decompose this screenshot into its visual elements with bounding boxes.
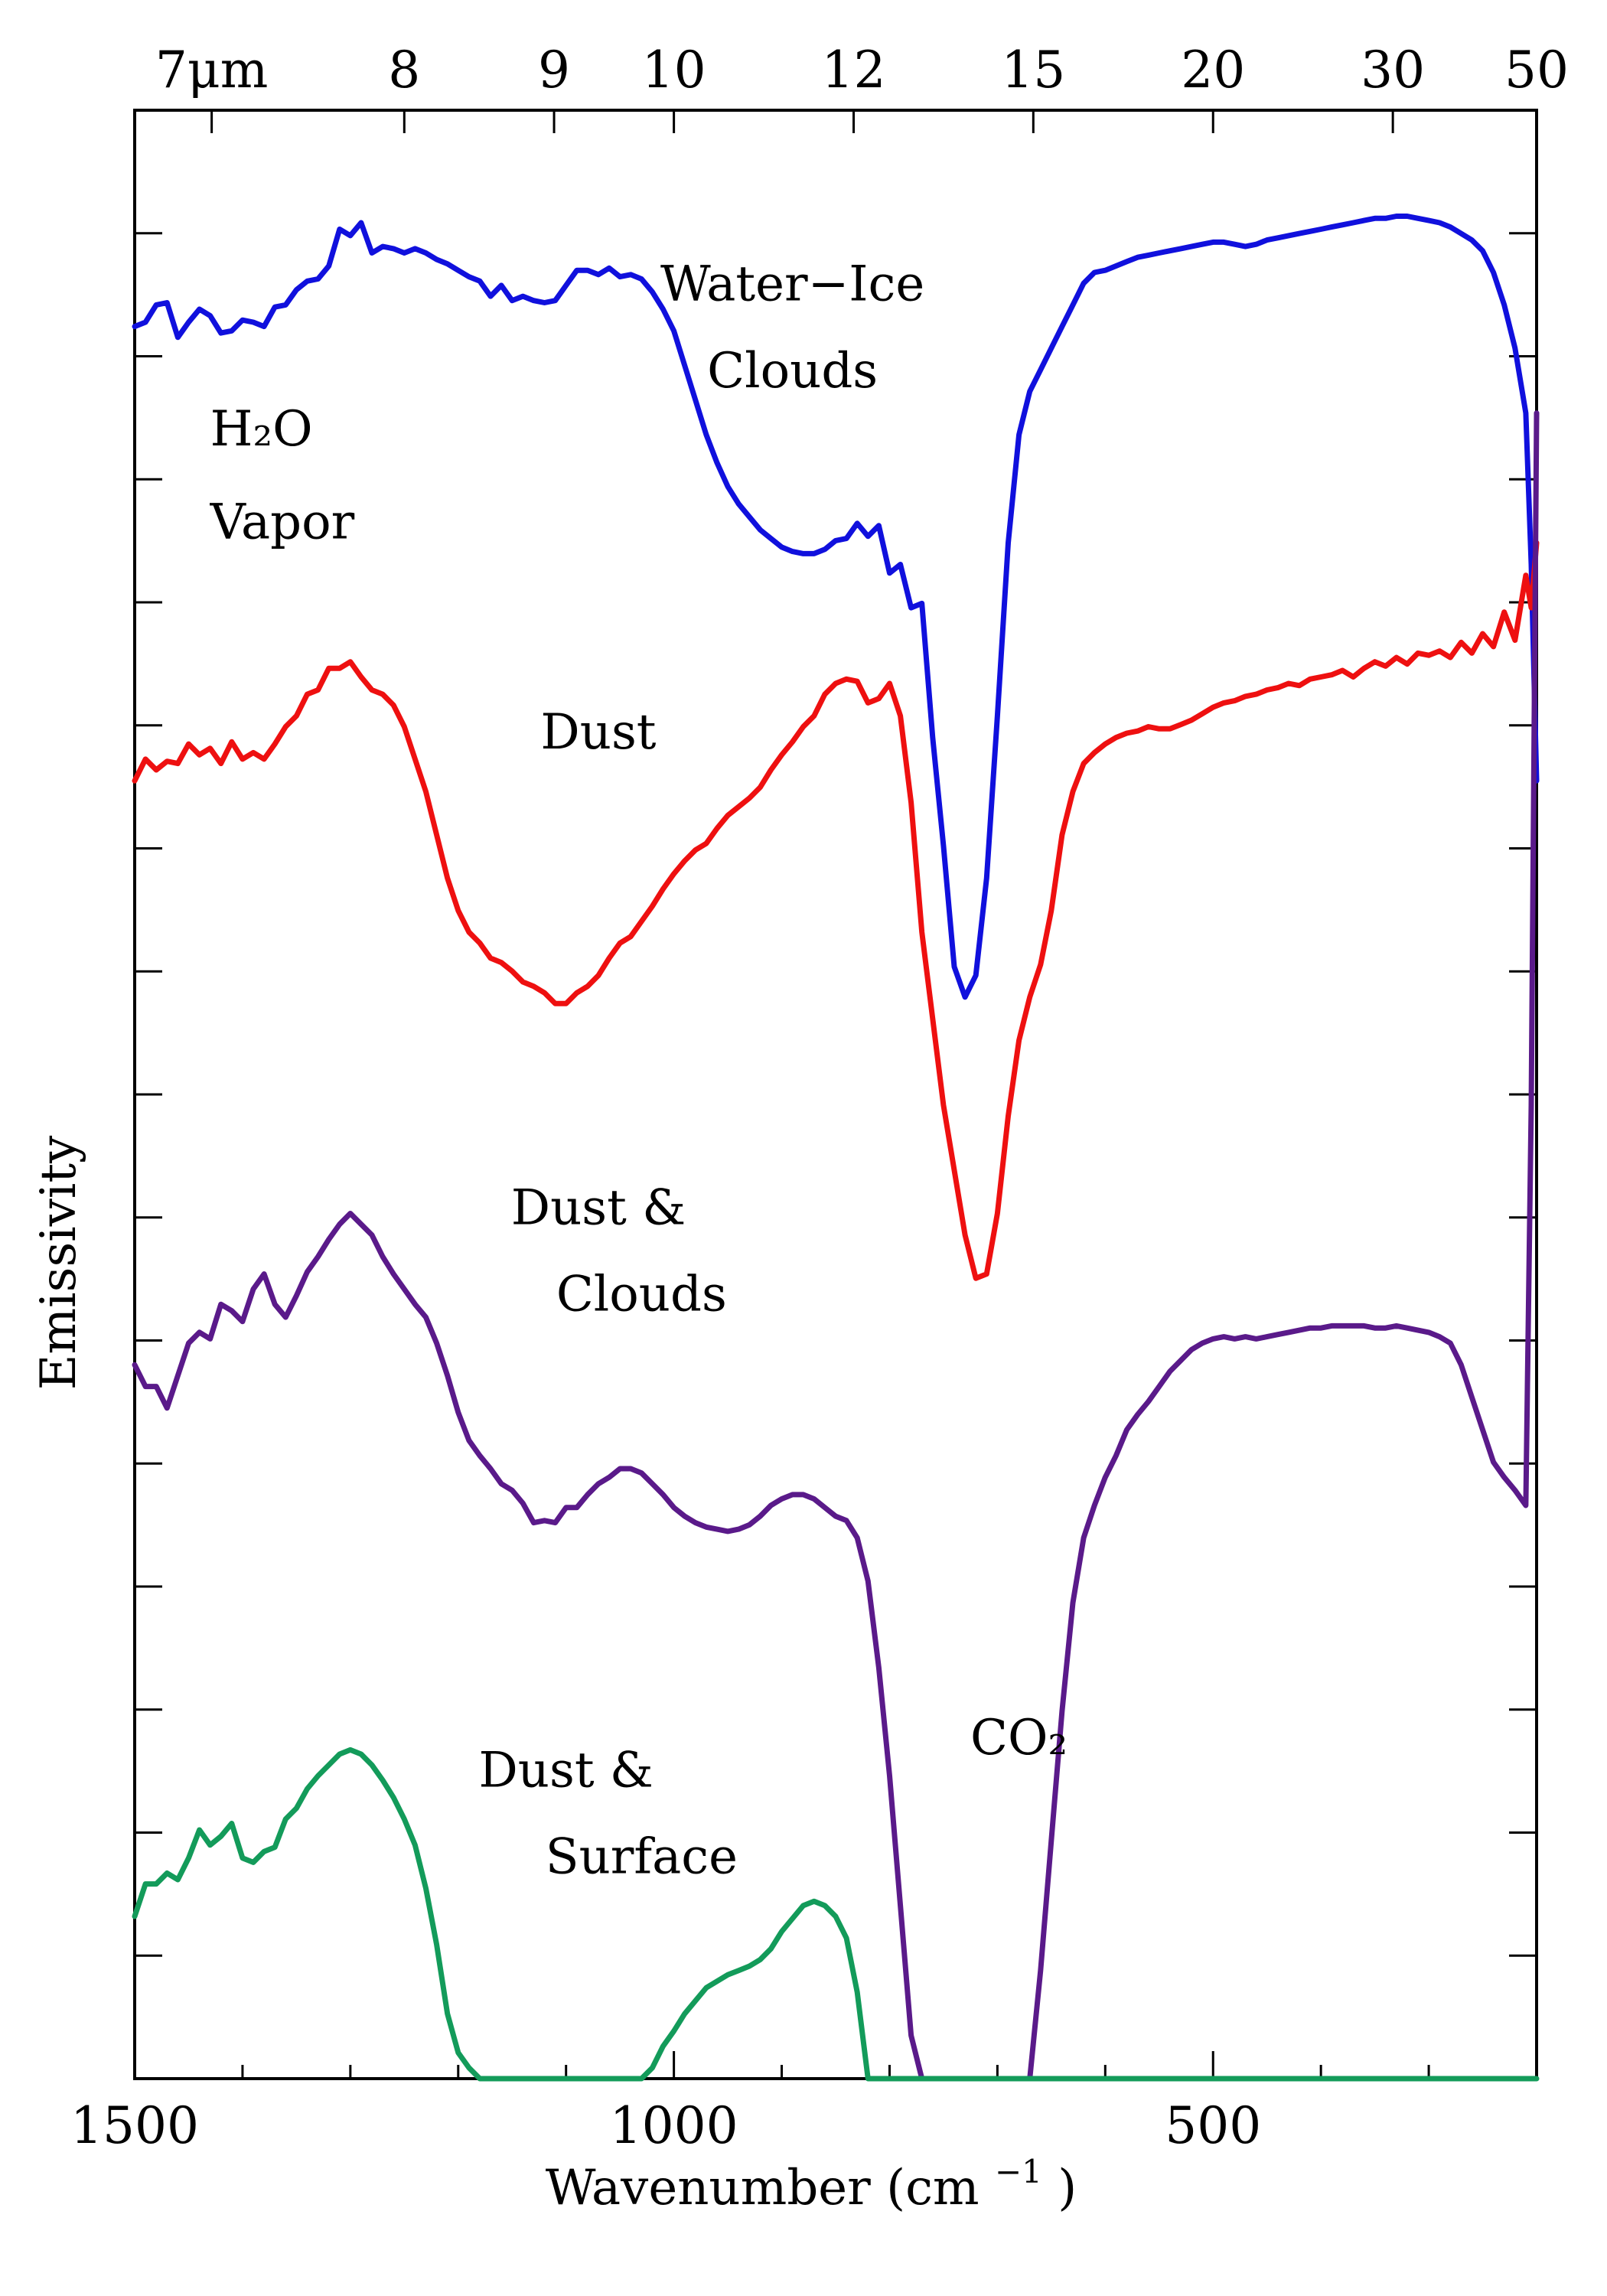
x-axis-title-main: Wavenumber (cm [546,2160,980,2216]
series-line-water-ice-clouds [132,214,1540,1000]
series-line-dust [132,540,1540,1281]
x-tick-label-top: 7μm [155,41,268,99]
x-tick-label-top: 20 [1181,41,1245,99]
labels-layer: 1500 1000 500 7μm 8 9 10 12 15 20 30 50 [70,41,1569,2155]
annotation-label: Clouds [707,343,878,400]
y-axis-title: Emissivity [31,1136,87,1391]
x-tick-label-bottom: 1500 [70,2096,199,2155]
series-line-dust-clouds [132,410,1540,2082]
x-tick-label-bottom: 1000 [610,2096,738,2155]
x-tick-label-top: 9 [538,41,570,99]
x-tick-label-bottom: 500 [1165,2096,1261,2155]
x-axis-title: Wavenumber (cm −1 ) [546,2138,1077,2216]
annotation-label: Dust & [511,1180,686,1237]
annotation-label: Surface [546,1828,738,1885]
series-layer [132,214,1540,2082]
x-tick-label-top: 8 [388,41,420,99]
x-tick-label-top: 15 [1001,41,1065,99]
annotation-label: Dust & [478,1742,653,1799]
x-axis-title-superscript: −1 [995,2153,1042,2190]
annotation-label: H₂O [210,401,313,458]
x-axis-title-close: ) [1058,2160,1077,2216]
x-tick-label-top: 30 [1361,41,1425,99]
annotation-label: Dust [540,704,656,761]
annotations-layer: Water−Ice Clouds H₂O Vapor Dust Dust & Clouds D… [210,256,1068,1886]
x-tick-label-top: 12 [822,41,886,99]
annotation-label: Clouds [556,1267,727,1323]
annotation-label: Water−Ice [660,256,924,313]
x-tick-label-top: 50 [1504,41,1569,99]
annotation-label: CO₂ [970,1710,1068,1766]
x-tick-label-top: 10 [642,41,706,99]
annotation-label: Vapor [210,494,355,551]
series-line-dust-surface [132,1746,1540,2082]
